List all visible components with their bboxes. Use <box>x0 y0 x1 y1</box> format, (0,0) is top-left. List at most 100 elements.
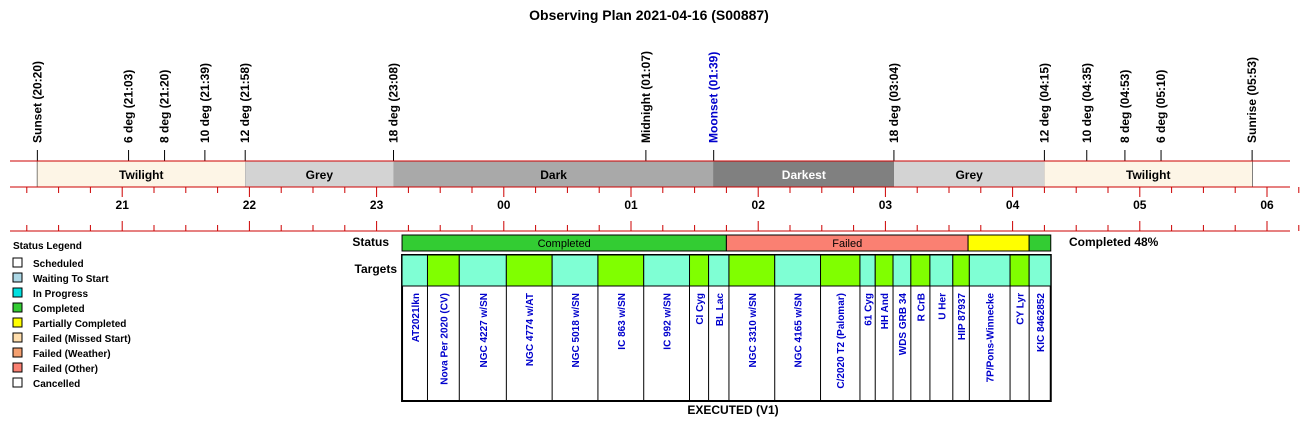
plan-rows: Status Targets Completed 48% EXECUTED (V… <box>352 234 1159 417</box>
target-name: 61 Cyg <box>864 293 875 326</box>
event-label: 12 deg (04:15) <box>1037 63 1051 143</box>
target-block <box>820 254 861 287</box>
status-segment <box>1028 234 1052 252</box>
hour-tick-label: 21 <box>116 198 130 212</box>
event-label: Midnight (01:07) <box>639 51 653 143</box>
period-label: Twilight <box>1126 168 1170 182</box>
legend-item-label: Scheduled <box>33 259 84 270</box>
target-name: R CrB <box>916 293 927 321</box>
event-label: 10 deg (21:39) <box>198 63 212 143</box>
target-name: NGC 3310 w/SN <box>748 293 759 367</box>
event-label: Sunrise (05:53) <box>1245 57 1259 143</box>
period-band <box>1044 161 1253 187</box>
hour-tick-label: 04 <box>1006 198 1020 212</box>
status-segment-label: Failed <box>832 238 862 250</box>
event-label: Moonset (01:39) <box>707 52 721 143</box>
status-row-label: Status <box>352 235 389 249</box>
target-name: WDS GRB 34 <box>898 293 909 356</box>
legend-swatch <box>12 377 23 388</box>
legend-swatch <box>12 287 23 298</box>
event-label: 6 deg (05:10) <box>1154 70 1168 143</box>
target-block <box>728 254 776 287</box>
legend-item-label: Partially Completed <box>33 319 126 330</box>
completion-text: Completed 48% <box>1069 235 1159 249</box>
legend-swatch <box>12 302 23 313</box>
event-label: 8 deg (04:53) <box>1118 70 1132 143</box>
target-name: BL Lac <box>715 293 726 327</box>
target-block <box>874 254 894 287</box>
target-name: NGC 4227 w/SN <box>479 293 490 367</box>
target-name: IC 992 w/SN <box>663 293 674 350</box>
legend-swatch <box>12 362 23 373</box>
target-block <box>952 254 970 287</box>
legend-title: Status Legend <box>13 241 82 252</box>
target-block <box>859 254 876 287</box>
target-name: NGC 4774 w/AT <box>525 293 536 366</box>
legend-swatch <box>12 317 23 328</box>
period-band <box>37 161 246 187</box>
event-markers: Sunset (20:20) 6 deg (21:03) 8 deg (21:20)… <box>30 51 1259 187</box>
target-block <box>689 254 710 287</box>
legend-item-label: Failed (Weather) <box>33 349 111 360</box>
event-label: 12 deg (21:58) <box>238 63 252 143</box>
target-name: CY Lyr <box>1016 293 1027 325</box>
event-label: 6 deg (21:03) <box>122 70 136 143</box>
status-segment <box>967 234 1030 252</box>
legend-swatch <box>12 272 23 283</box>
period-label: Grey <box>306 168 334 182</box>
legend-swatch <box>12 347 23 358</box>
executed-footer: EXECUTED (V1) <box>687 403 778 417</box>
target-block <box>910 254 931 287</box>
target-name: U Her <box>937 293 948 320</box>
event-label: 18 deg (23:08) <box>387 63 401 143</box>
hour-tick-label: 01 <box>624 198 638 212</box>
hour-tick-label: 03 <box>879 198 893 212</box>
hour-tick-label: 06 <box>1260 198 1274 212</box>
hour-axis: 21 22 23 00 01 02 03 04 05 06 <box>26 187 1300 231</box>
legend-item-label: Cancelled <box>33 379 80 390</box>
target-name: KIC 8462852 <box>1036 293 1047 352</box>
target-block <box>643 254 691 287</box>
target-block <box>1028 254 1052 287</box>
sky-periods: Twilight Grey Dark Darkest Grey Twilight <box>10 160 1290 232</box>
event-label: 8 deg (21:20) <box>158 70 172 143</box>
target-name: IC 863 w/SN <box>617 293 628 350</box>
target-name: Nova Per 2020 (CV) <box>439 293 450 385</box>
target-block <box>458 254 507 287</box>
target-name: NGC 5018 w/SN <box>571 293 582 367</box>
target-name: C/2020 T2 (Palomar) <box>836 293 847 389</box>
event-label: Sunset (20:20) <box>30 61 44 143</box>
period-band <box>713 161 894 187</box>
period-label: Dark <box>540 168 567 182</box>
targets-row-label: Targets <box>355 262 398 276</box>
target-block <box>401 254 428 287</box>
period-band <box>893 161 1045 187</box>
target-block <box>1009 254 1030 287</box>
status-legend: Status Legend Scheduled Waiting To Start I… <box>12 241 131 390</box>
target-block <box>505 254 553 287</box>
hour-tick-label: 05 <box>1133 198 1147 212</box>
target-name: CI Cyg <box>695 293 706 325</box>
target-block <box>774 254 822 287</box>
target-block <box>892 254 912 287</box>
hour-tick-label: 23 <box>370 198 384 212</box>
hour-tick-label: 00 <box>497 198 511 212</box>
target-name: AT2021lkn <box>411 293 422 342</box>
event-label: 18 deg (03:04) <box>887 63 901 143</box>
chart-title: Observing Plan 2021-04-16 (S00887) <box>529 7 769 23</box>
status-segment-label: Completed <box>538 238 591 250</box>
legend-item-label: Completed <box>33 304 85 315</box>
target-block <box>708 254 730 287</box>
period-band <box>393 161 714 187</box>
target-name: HIP 87937 <box>957 293 968 341</box>
target-name: NGC 4165 w/SN <box>794 293 805 367</box>
legend-swatch <box>12 332 23 343</box>
target-block <box>929 254 954 287</box>
target-name: HH And <box>880 293 891 329</box>
legend-item-label: Waiting To Start <box>33 274 109 285</box>
event-label: 10 deg (04:35) <box>1080 63 1094 143</box>
target-block <box>968 254 1011 287</box>
hour-tick-label: 22 <box>243 198 257 212</box>
period-label: Darkest <box>782 168 826 182</box>
